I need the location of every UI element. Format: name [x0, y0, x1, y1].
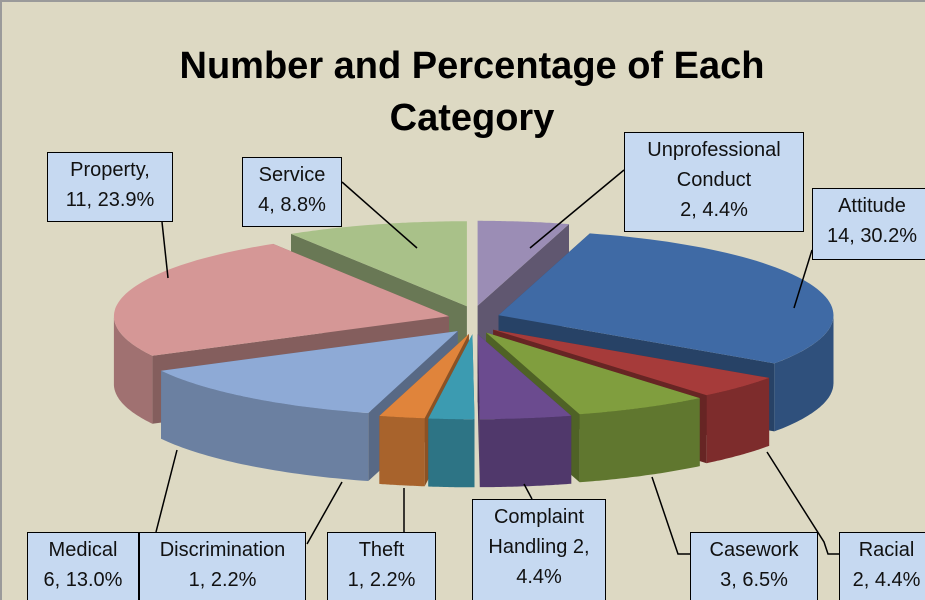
data-label: Casework 3, 6.5%	[690, 532, 818, 600]
slice	[161, 331, 458, 413]
leader-line	[306, 481, 343, 545]
slice-side	[477, 334, 480, 488]
slice	[428, 334, 475, 420]
leader-line	[651, 476, 690, 555]
data-label: Theft 1, 2.2%	[327, 532, 436, 600]
leader-line	[523, 483, 533, 500]
slice	[379, 334, 469, 419]
data-label: Property, 11, 23.9%	[47, 152, 173, 222]
slice	[493, 329, 770, 396]
chart-title: Number and Percentage of Each Category	[179, 45, 765, 139]
leader-line	[529, 169, 625, 249]
leader-line	[766, 451, 839, 555]
slice-wall	[161, 370, 369, 481]
slice	[477, 334, 572, 420]
slice-wall	[774, 315, 834, 432]
slice-wall	[113, 316, 153, 424]
data-label: Service 4, 8.8%	[242, 157, 342, 227]
data-label: Complaint Handling 2, 4.4%	[472, 499, 606, 600]
slice	[113, 243, 449, 356]
slice	[486, 332, 700, 415]
data-label: Racial 2, 4.4%	[839, 532, 925, 600]
leader-line	[341, 181, 418, 249]
slice	[498, 233, 834, 364]
slice-wall	[379, 415, 425, 487]
leader-line	[161, 221, 169, 279]
slice-wall	[579, 398, 700, 483]
data-label: Discrimination 1, 2.2%	[139, 532, 306, 600]
slice-wall	[479, 415, 572, 488]
data-label: Attitude 14, 30.2%	[812, 188, 925, 260]
slice-wall	[706, 377, 770, 464]
leader-line	[155, 449, 178, 533]
leader-line	[793, 249, 813, 309]
slice	[477, 220, 569, 306]
slice	[291, 221, 467, 307]
data-label: Medical 6, 13.0%	[27, 532, 139, 600]
data-label: Unprofessional Conduct 2, 4.4%	[624, 132, 804, 232]
slice-wall	[428, 418, 475, 488]
